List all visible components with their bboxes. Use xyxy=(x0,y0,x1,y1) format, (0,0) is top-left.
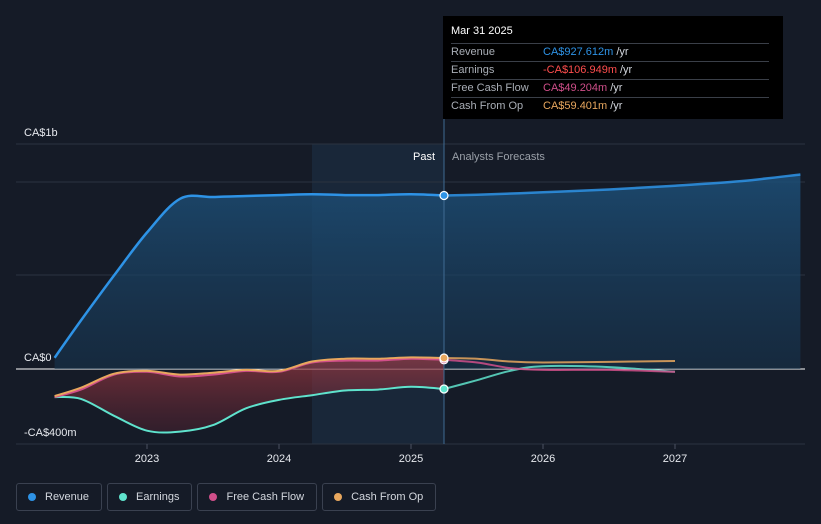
tooltip-row-fcf: Free Cash Flow CA$49.204m /yr xyxy=(451,79,769,97)
legend-dot-icon xyxy=(209,493,218,501)
tooltip-row-earnings: Earnings -CA$106.949m /yr xyxy=(451,61,769,79)
legend-label: Earnings xyxy=(136,491,180,503)
legend-dot-icon xyxy=(28,493,36,501)
legend-item-revenue[interactable]: Revenue xyxy=(16,483,103,511)
legend-label: Free Cash Flow xyxy=(226,491,305,503)
legend-dot-icon xyxy=(119,493,128,501)
y-axis-label: CA$1b xyxy=(24,127,58,139)
cfo-marker xyxy=(439,353,449,363)
revenue-line-forecast xyxy=(443,173,801,197)
legend: Revenue Earnings Free Cash Flow Cash Fro… xyxy=(16,483,441,511)
earnings-marker xyxy=(439,384,449,394)
tooltip-date: Mar 31 2025 xyxy=(451,25,513,37)
tooltip-label: Cash From Op xyxy=(451,100,524,112)
tooltip-label: Free Cash Flow xyxy=(451,82,529,94)
earnings-line-past xyxy=(54,385,445,434)
tooltip-value: CA$49.204m xyxy=(543,82,608,94)
tooltip: Mar 31 2025 Revenue CA$927.612m /yr Earn… xyxy=(443,16,783,119)
area-fills xyxy=(54,174,801,432)
earnings-area xyxy=(54,357,444,432)
series-lines xyxy=(53,173,801,434)
tooltip-unit: /yr xyxy=(616,46,629,58)
x-tick-label: 2027 xyxy=(663,453,687,465)
x-tick-label: 2025 xyxy=(399,453,423,465)
past-label: Past xyxy=(413,151,435,163)
revenue-area xyxy=(54,174,801,369)
tooltip-row-revenue: Revenue CA$927.612m /yr xyxy=(451,43,769,61)
tooltip-value: CA$59.401m xyxy=(543,100,608,112)
x-tick-label: 2023 xyxy=(135,453,159,465)
tooltip-label: Earnings xyxy=(451,64,495,76)
y-axis-label: CA$0 xyxy=(24,352,52,364)
revenue-marker xyxy=(439,190,449,201)
earnings-line-forecast xyxy=(443,364,676,390)
cfo-line-past xyxy=(54,356,445,398)
legend-dot-icon xyxy=(334,493,343,501)
legend-label: Revenue xyxy=(45,491,90,503)
tooltip-unit: /yr xyxy=(610,82,623,94)
legend-label: Cash From Op xyxy=(351,491,424,503)
cfo-line-forecast xyxy=(443,357,676,364)
y-axis-label: -CA$400m xyxy=(24,427,77,439)
present-markers xyxy=(439,190,449,394)
y-axis-labels: CA$1b CA$0 -CA$400m xyxy=(24,127,77,439)
forecast-label: Analysts Forecasts xyxy=(452,151,545,163)
fcf-line-forecast xyxy=(443,358,676,373)
revenue-line-past xyxy=(53,192,445,359)
x-axis-ticks: 2023 2024 2025 2026 2027 xyxy=(135,444,687,465)
tooltip-unit: /yr xyxy=(610,100,623,112)
x-tick-label: 2024 xyxy=(267,453,291,465)
legend-item-earnings[interactable]: Earnings xyxy=(107,483,193,511)
tooltip-row-cfo: Cash From Op CA$59.401m /yr xyxy=(451,97,769,115)
legend-item-fcf[interactable]: Free Cash Flow xyxy=(197,483,318,511)
tooltip-label: Revenue xyxy=(451,46,496,58)
tooltip-unit: /yr xyxy=(620,64,633,76)
legend-item-cfo[interactable]: Cash From Op xyxy=(322,483,437,511)
tooltip-value: -CA$106.949m xyxy=(543,64,617,76)
tooltip-value: CA$927.612m xyxy=(543,46,614,58)
x-tick-label: 2026 xyxy=(531,453,555,465)
